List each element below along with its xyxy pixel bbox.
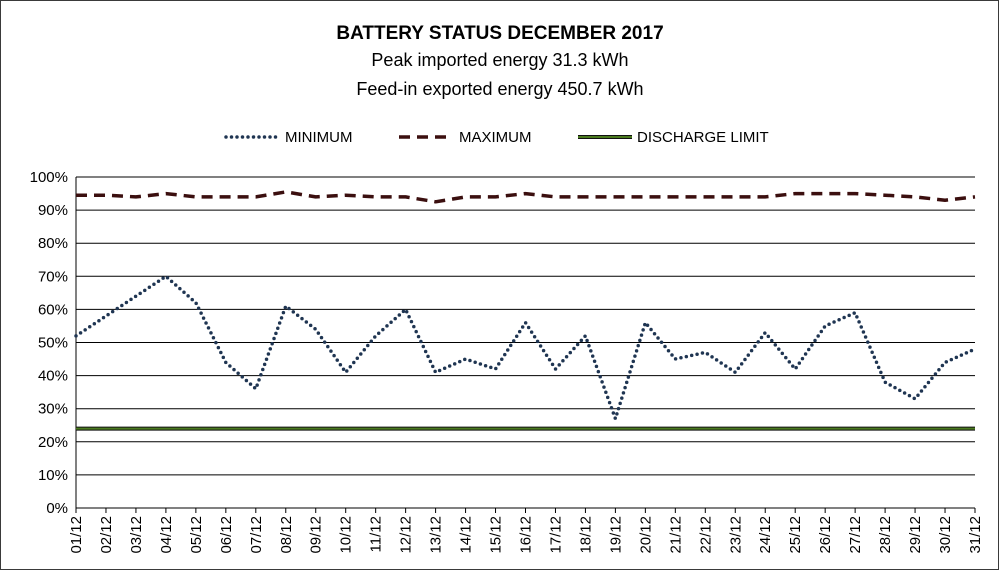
chart-subtitle-line-2: Feed-in exported energy 450.7 kWh bbox=[356, 79, 643, 99]
axes bbox=[75, 177, 976, 513]
x-tick-label: 09/12 bbox=[308, 516, 325, 554]
x-tick-label: 26/12 bbox=[817, 516, 834, 554]
y-tick-label: 10% bbox=[38, 467, 68, 484]
chart-legend: MINIMUM MAXIMUM DISCHARGE LIMIT bbox=[224, 129, 769, 146]
y-tick-label: 70% bbox=[38, 268, 68, 285]
y-tick-label: 90% bbox=[38, 202, 68, 219]
chart-subtitle-line-1: Peak imported energy 31.3 kWh bbox=[371, 50, 628, 70]
x-tick-label: 29/12 bbox=[907, 516, 924, 554]
x-tick-label: 27/12 bbox=[847, 516, 864, 554]
x-tick-label: 28/12 bbox=[877, 516, 894, 554]
x-tick-label: 21/12 bbox=[667, 516, 684, 554]
x-axis-tick-labels: 01/12 02/12 03/12 04/12 05/12 06/12 07/12 08/12… bbox=[68, 516, 984, 554]
x-tick-label: 20/12 bbox=[637, 516, 654, 554]
x-tick-label: 24/12 bbox=[757, 516, 774, 554]
x-tick-label: 07/12 bbox=[248, 516, 265, 554]
x-tick-label: 30/12 bbox=[937, 516, 954, 554]
x-tick-label: 08/12 bbox=[278, 516, 295, 554]
x-tick-label: 01/12 bbox=[68, 516, 85, 554]
y-axis-tick-labels: 0% 10% 20% 30% 40% 50% 60% 70% 80% 90% 100% bbox=[30, 169, 68, 517]
y-tick-label: 20% bbox=[38, 434, 68, 451]
x-tick-label: 19/12 bbox=[607, 516, 624, 554]
x-tick-label: 11/12 bbox=[368, 516, 385, 552]
x-tick-label: 16/12 bbox=[518, 516, 535, 554]
x-tick-label: 15/12 bbox=[488, 516, 505, 554]
x-tick-label: 03/12 bbox=[128, 516, 145, 554]
legend-label-maximum: MAXIMUM bbox=[459, 129, 532, 146]
x-tick-label: 25/12 bbox=[787, 516, 804, 554]
series-line-maximum bbox=[76, 190, 976, 204]
y-tick-label: 0% bbox=[46, 500, 68, 517]
x-tick-label: 05/12 bbox=[188, 516, 205, 554]
legend-label-discharge-limit: DISCHARGE LIMIT bbox=[637, 129, 769, 146]
x-tick-label: 14/12 bbox=[458, 516, 475, 554]
x-tick-label: 10/12 bbox=[338, 516, 355, 554]
x-tick-label: 31/12 bbox=[967, 516, 984, 554]
x-tick-label: 22/12 bbox=[697, 516, 714, 554]
x-tick-label: 12/12 bbox=[398, 516, 415, 554]
legend-label-minimum: MINIMUM bbox=[285, 129, 353, 146]
x-tick-label: 13/12 bbox=[428, 516, 445, 554]
y-tick-label: 60% bbox=[38, 301, 68, 318]
series-line-minimum bbox=[74, 274, 977, 421]
x-tick-label: 18/12 bbox=[577, 516, 594, 554]
x-tick-label: 02/12 bbox=[98, 516, 115, 554]
y-tick-label: 80% bbox=[38, 235, 68, 252]
data-series bbox=[74, 190, 977, 431]
gridlines bbox=[76, 176, 975, 476]
y-tick-label: 50% bbox=[38, 335, 68, 352]
y-tick-label: 100% bbox=[30, 169, 68, 186]
x-tick-label: 06/12 bbox=[218, 516, 235, 554]
chart-title: BATTERY STATUS DECEMBER 2017 bbox=[336, 23, 663, 44]
x-tick-label: 17/12 bbox=[547, 516, 564, 554]
y-tick-label: 30% bbox=[38, 401, 68, 418]
y-tick-label: 40% bbox=[38, 368, 68, 385]
x-tick-label: 04/12 bbox=[158, 516, 175, 554]
x-tick-label: 23/12 bbox=[727, 516, 744, 554]
